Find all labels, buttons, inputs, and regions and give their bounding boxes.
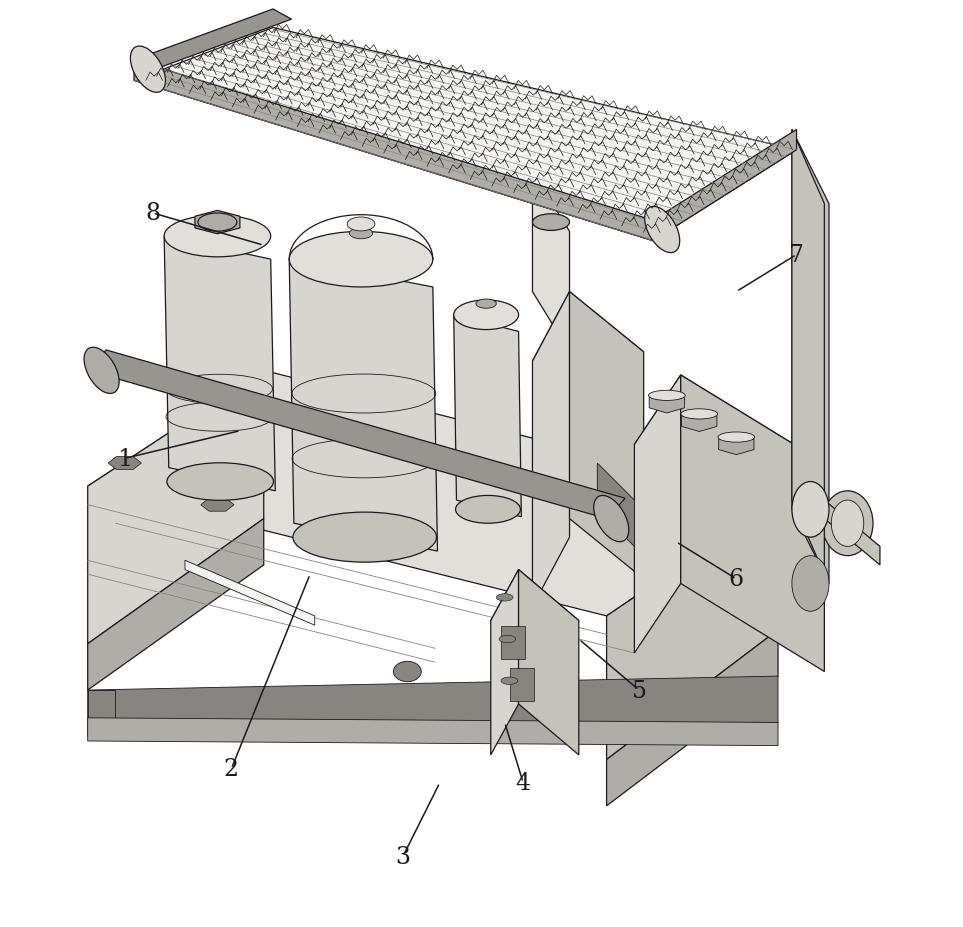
Ellipse shape [718, 433, 755, 443]
Text: 4: 4 [515, 771, 531, 794]
Ellipse shape [831, 501, 864, 547]
Ellipse shape [648, 391, 685, 401]
Ellipse shape [167, 464, 273, 501]
Ellipse shape [454, 300, 518, 330]
FancyBboxPatch shape [510, 668, 534, 702]
Ellipse shape [792, 556, 829, 612]
Ellipse shape [164, 216, 271, 258]
Polygon shape [289, 260, 437, 552]
Ellipse shape [455, 496, 520, 524]
Ellipse shape [350, 228, 373, 239]
Polygon shape [134, 61, 653, 241]
Polygon shape [134, 29, 796, 241]
Polygon shape [108, 457, 142, 470]
Polygon shape [792, 131, 829, 584]
Polygon shape [533, 292, 643, 422]
Polygon shape [681, 375, 824, 672]
Ellipse shape [644, 207, 680, 253]
Polygon shape [718, 435, 754, 455]
Text: 6: 6 [729, 567, 743, 590]
Polygon shape [653, 131, 796, 241]
Polygon shape [607, 630, 778, 806]
Polygon shape [88, 677, 778, 737]
Polygon shape [200, 499, 234, 512]
Polygon shape [792, 131, 824, 575]
Ellipse shape [293, 513, 436, 563]
Polygon shape [88, 519, 264, 691]
Text: 1: 1 [117, 448, 132, 470]
Ellipse shape [681, 410, 717, 420]
Polygon shape [533, 171, 569, 352]
Polygon shape [88, 371, 264, 644]
Ellipse shape [394, 662, 421, 682]
Polygon shape [185, 561, 315, 626]
Polygon shape [454, 315, 521, 517]
Text: 7: 7 [789, 244, 804, 267]
Polygon shape [164, 236, 275, 491]
Ellipse shape [496, 594, 513, 602]
Polygon shape [682, 412, 716, 432]
Ellipse shape [130, 47, 166, 94]
Ellipse shape [822, 491, 873, 556]
Polygon shape [195, 211, 240, 235]
Polygon shape [635, 375, 681, 654]
Polygon shape [491, 570, 579, 672]
Polygon shape [607, 501, 778, 760]
Polygon shape [88, 350, 625, 519]
Text: 8: 8 [145, 202, 160, 225]
Polygon shape [134, 10, 292, 71]
Polygon shape [649, 393, 685, 413]
Ellipse shape [792, 482, 829, 538]
Polygon shape [569, 292, 643, 579]
Text: 2: 2 [223, 757, 239, 781]
Polygon shape [88, 371, 778, 616]
Ellipse shape [289, 232, 432, 287]
Ellipse shape [84, 348, 119, 394]
Ellipse shape [533, 214, 569, 231]
Polygon shape [824, 501, 880, 565]
Polygon shape [88, 718, 778, 746]
Ellipse shape [501, 678, 518, 685]
Ellipse shape [594, 496, 629, 542]
Polygon shape [518, 570, 579, 756]
Polygon shape [533, 292, 569, 607]
FancyBboxPatch shape [501, 627, 525, 660]
Ellipse shape [347, 218, 375, 232]
Polygon shape [491, 570, 518, 756]
Text: 3: 3 [395, 845, 410, 869]
Ellipse shape [476, 299, 496, 309]
Polygon shape [88, 691, 116, 718]
Text: 5: 5 [632, 679, 646, 702]
Polygon shape [635, 375, 824, 533]
Ellipse shape [499, 636, 516, 643]
Polygon shape [597, 464, 635, 547]
